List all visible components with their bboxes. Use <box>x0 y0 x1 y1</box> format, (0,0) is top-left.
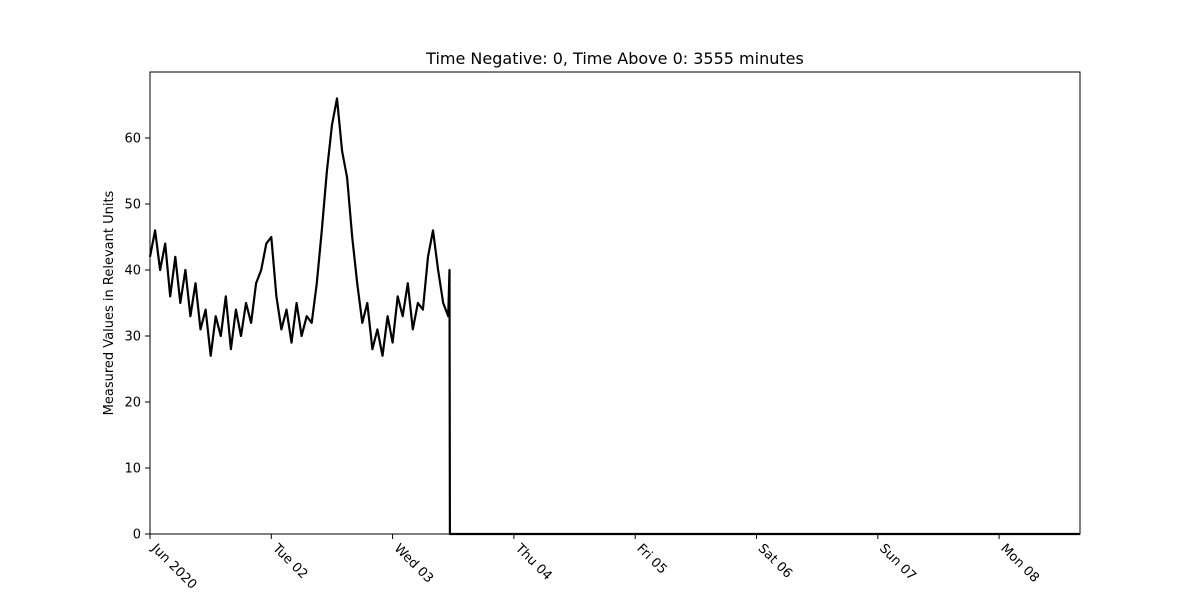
x-tick-label: Sat 06 <box>755 541 795 581</box>
x-tick-label: Jun 2020 <box>147 541 199 593</box>
chart-title: Time Negative: 0, Time Above 0: 3555 min… <box>425 49 804 68</box>
x-tick-label: Tue 02 <box>269 541 311 583</box>
x-tick-label: Sun 07 <box>876 541 919 584</box>
y-tick-label: 10 <box>124 462 141 477</box>
x-tick-label: Fri 05 <box>633 541 669 577</box>
y-axis: 0 10 20 30 40 50 60 <box>124 132 150 543</box>
y-tick-label: 0 <box>133 528 141 543</box>
x-tick-label: Wed 03 <box>391 541 436 586</box>
y-tick-label: 50 <box>124 198 141 213</box>
x-axis: Jun 2020 Tue 02 Wed 03 Thu 04 Fri 05 Sat 06 Su… <box>147 534 1042 593</box>
x-tick-label: Thu 04 <box>511 541 554 584</box>
series-line <box>148 97 1080 536</box>
y-axis-label: Measured Values in Relevant Units <box>102 190 117 415</box>
y-tick-label: 60 <box>124 132 141 147</box>
y-tick-label: 20 <box>124 396 141 411</box>
x-tick-label: Mon 08 <box>997 541 1042 586</box>
y-tick-label: 40 <box>124 264 141 279</box>
plot-frame <box>149 71 1081 535</box>
y-tick-label: 30 <box>124 330 141 345</box>
